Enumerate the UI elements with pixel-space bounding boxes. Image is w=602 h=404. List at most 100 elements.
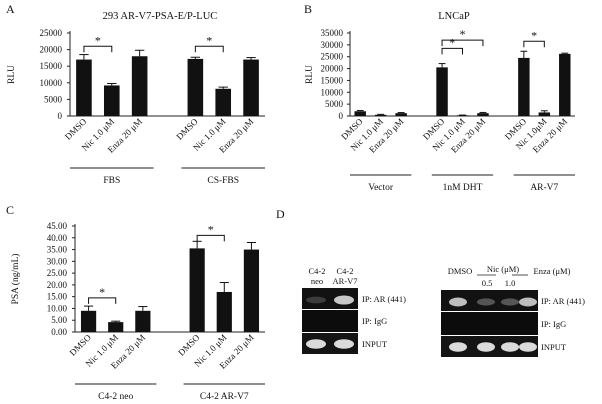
bar-a [187, 58, 204, 116]
bar-b [477, 113, 489, 116]
panel-letter-b: B [304, 2, 312, 16]
blot-right-row-label-input: INPUT [541, 342, 567, 352]
blot-band-right [519, 297, 537, 307]
y-tick-label-a: 25000 [40, 28, 63, 38]
panel-letter-d: D [276, 207, 285, 221]
significance-bracket-b [441, 47, 463, 55]
y-tick-label-a: 10000 [40, 78, 63, 88]
panel-letter-c: C [6, 203, 14, 217]
blot-left-strip-igg [302, 310, 358, 332]
blot-band-left [306, 339, 326, 349]
y-tick-label-b: 10000 [321, 87, 344, 97]
y-tick-label-c: 20.00 [47, 280, 68, 290]
group-label-a: FBS [103, 176, 120, 186]
bar-c [216, 291, 232, 332]
blot-right-row-label-ar: IP: AR (441) [541, 296, 585, 306]
y-tick-label-c: 5.00 [51, 315, 67, 325]
bar-a [103, 85, 120, 116]
category-label-a: DMSO [63, 116, 89, 142]
significance-bracket-c [88, 297, 117, 304]
significance-star-b: * [460, 27, 466, 41]
significance-star-b: * [449, 35, 455, 49]
bar-b [354, 111, 366, 116]
blot-left-col2-line2: AR-V7 [332, 276, 357, 286]
group-label-b: Vector [368, 183, 394, 193]
blot-band-left [306, 296, 326, 304]
y-tick-label-a: 0 [58, 111, 63, 121]
blot-band-right [519, 342, 537, 352]
bar-b [436, 67, 448, 116]
y-tick-label-b: 25000 [321, 52, 344, 62]
blot-band-right [501, 298, 519, 306]
bar-b [374, 114, 387, 116]
y-tick-label-c: 25.00 [47, 268, 68, 278]
y-tick-label-b: 35000 [321, 28, 344, 38]
bar-c [108, 322, 124, 332]
bar-a [243, 59, 259, 116]
y-tick-label-c: 15.00 [47, 292, 68, 302]
blot-right-dmso-label: DMSO [448, 266, 473, 276]
blot-left: C4-2 neo C4-2 AR-V7 IP: AR (441) IP: IgG… [302, 266, 406, 354]
bar-c [135, 310, 151, 332]
blot-band-right [449, 342, 467, 352]
significance-bracket-a [83, 45, 113, 53]
blot-left-col1-line1: C4-2 [309, 266, 326, 276]
blot-left-strip-input [302, 333, 358, 354]
group-label-a: CS-FBS [207, 176, 239, 186]
panel-a-title: 293 AR-V7-PSA-E/P-LUC [103, 11, 218, 22]
y-tick-label-b: 5000 [325, 99, 344, 109]
y-tick-label-b: 0 [339, 111, 344, 121]
blot-left-row-label-ar: IP: AR (441) [362, 294, 406, 304]
blot-band-right [501, 342, 519, 352]
significance-star-a: * [95, 33, 101, 47]
bar-c [189, 248, 205, 332]
blot-bands [306, 295, 537, 352]
bar-b [518, 57, 530, 116]
bar-b [456, 115, 469, 117]
blot-band-left [334, 295, 354, 305]
blot-left-row-label-input: INPUT [362, 339, 388, 349]
blot-band-right [449, 297, 467, 307]
y-axis-label-b: RLU [305, 65, 315, 84]
significance-star-b: * [531, 28, 537, 42]
bar-a [131, 56, 148, 116]
group-label-c: C4-2 AR-V7 [200, 392, 249, 402]
y-tick-label-b: 15000 [321, 75, 344, 85]
panel-letter-a: A [6, 2, 15, 16]
y-tick-label-c: 45.00 [47, 221, 68, 231]
bar-b [559, 53, 571, 116]
bar-a [215, 88, 232, 116]
y-tick-label-c: 0.00 [51, 327, 67, 337]
blot-left-col1-line2: neo [311, 276, 323, 286]
blot-band-right [477, 342, 495, 352]
group-label-b: 1nM DHT [443, 183, 483, 193]
y-tick-label-b: 20000 [321, 64, 344, 74]
category-label-c: DMSO [68, 332, 94, 358]
blot-band-left [334, 339, 354, 349]
blot-band-right [477, 298, 495, 306]
y-tick-label-c: 40.00 [47, 233, 68, 243]
significance-bracket-b [523, 40, 545, 48]
blot-right-dose1: 0.5 [482, 278, 493, 288]
blot-right-strip-igg [441, 312, 538, 335]
group-label-c: C4-2 neo [98, 392, 133, 402]
blot-right-row-label-igg: IP: IgG [541, 319, 566, 329]
bar-b [395, 113, 407, 116]
blot-left-row-label-igg: IP: IgG [362, 316, 387, 326]
chart-panel-b: 05000100001500020000250003000035000RLUDM… [305, 27, 575, 193]
blot-left-col2-line1: C4-2 [337, 266, 354, 276]
bar-a [76, 59, 92, 116]
y-axis-label-a: RLU [7, 65, 17, 84]
bar-b [538, 112, 551, 116]
y-tick-label-c: 10.00 [47, 303, 68, 313]
y-tick-label-a: 5000 [44, 94, 63, 104]
y-tick-label-a: 15000 [40, 61, 63, 71]
group-label-b: AR-V7 [530, 183, 558, 193]
significance-star-c: * [99, 285, 105, 299]
category-label-c: DMSO [176, 332, 202, 358]
blot-right-dose2: 1.0 [505, 278, 516, 288]
